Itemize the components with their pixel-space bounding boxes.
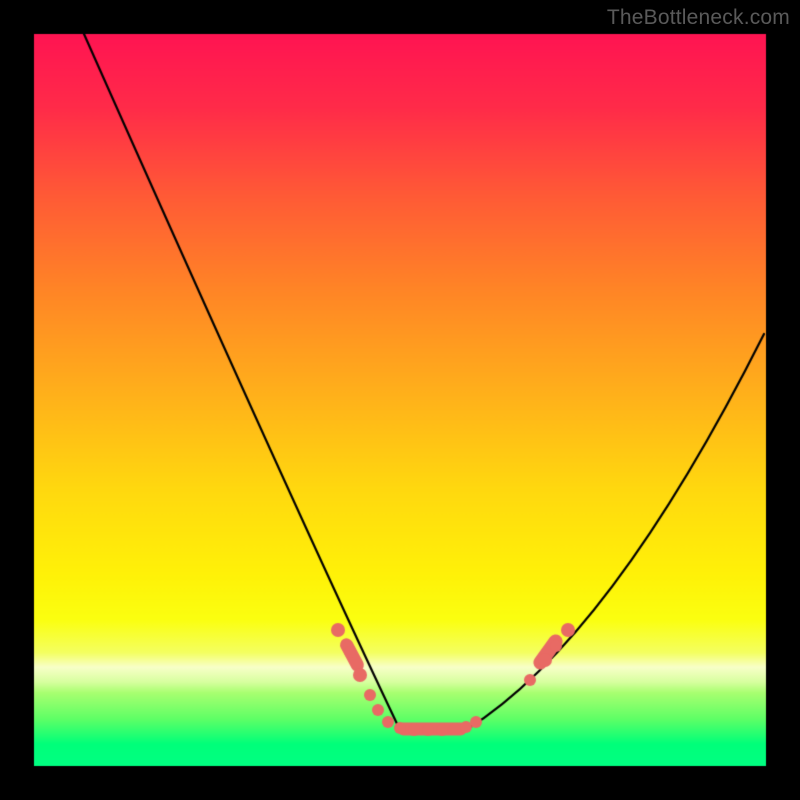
watermark-text: TheBottleneck.com [607,6,790,30]
bottleneck-chart-canvas [0,0,800,800]
